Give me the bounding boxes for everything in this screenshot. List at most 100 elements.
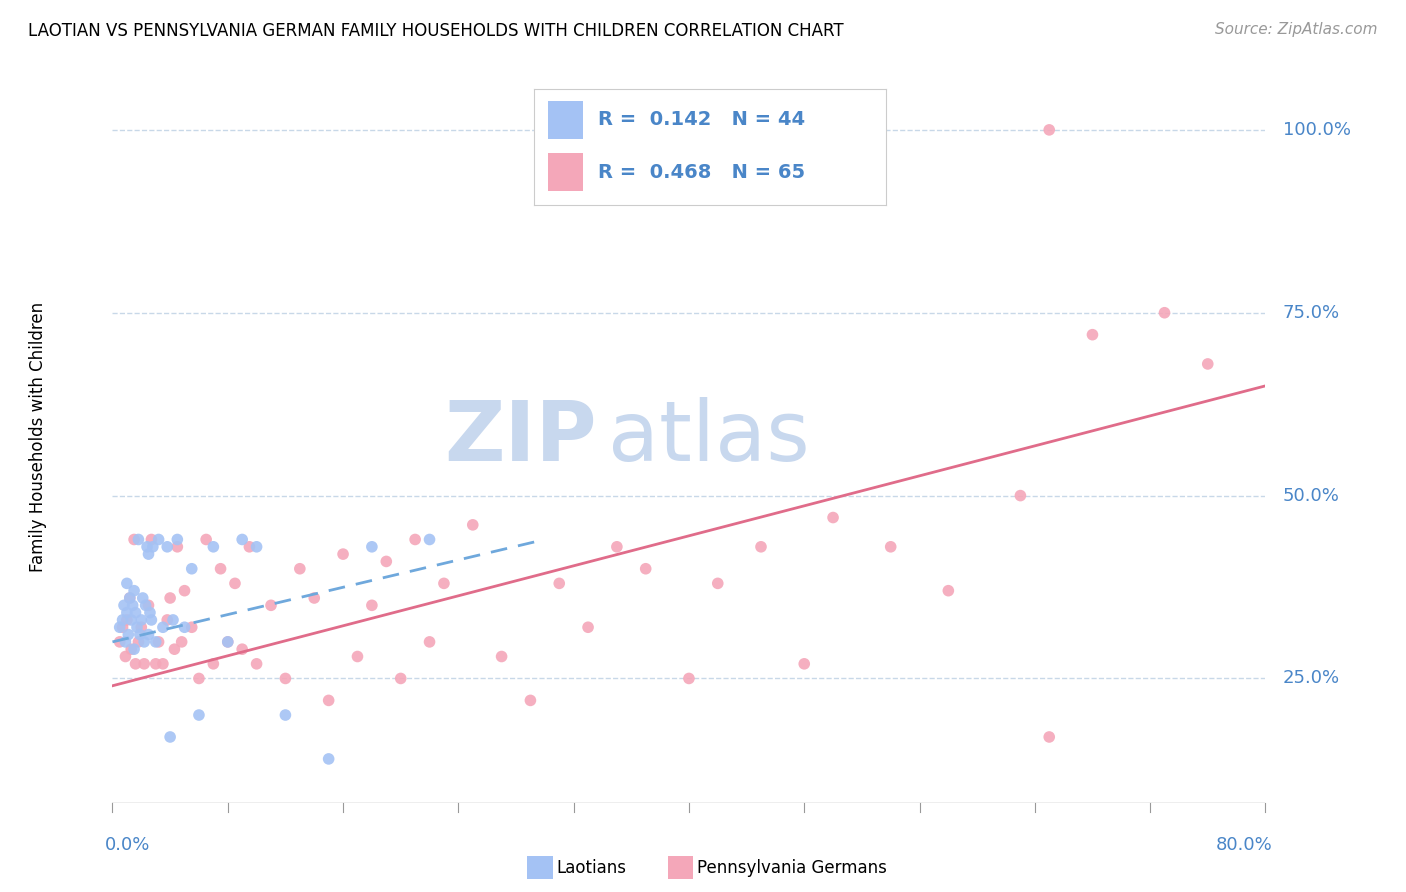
- Point: [217, 635, 239, 649]
- Point: [224, 576, 246, 591]
- Point: [124, 657, 146, 671]
- Point: [346, 649, 368, 664]
- Point: [124, 606, 146, 620]
- Point: [166, 533, 188, 547]
- Point: [678, 672, 700, 686]
- Point: [120, 642, 142, 657]
- Text: atlas: atlas: [609, 397, 810, 477]
- Point: [138, 599, 160, 613]
- Point: [202, 657, 225, 671]
- Point: [134, 635, 156, 649]
- Point: [209, 562, 232, 576]
- Point: [121, 599, 143, 613]
- Point: [195, 533, 218, 547]
- Point: [117, 627, 139, 641]
- Point: [156, 613, 179, 627]
- Point: [793, 657, 815, 671]
- Point: [108, 635, 131, 649]
- Text: 25.0%: 25.0%: [1282, 670, 1340, 688]
- Point: [115, 613, 138, 627]
- Point: [120, 613, 142, 627]
- Text: ZIP: ZIP: [444, 397, 596, 477]
- Point: [148, 533, 170, 547]
- Point: [173, 620, 195, 634]
- Point: [156, 540, 179, 554]
- Point: [112, 599, 135, 613]
- Bar: [548, 101, 583, 139]
- Point: [118, 591, 141, 605]
- Point: [129, 613, 153, 627]
- Point: [118, 591, 141, 605]
- Point: [274, 708, 297, 723]
- Point: [138, 627, 160, 641]
- Text: Source: ZipAtlas.com: Source: ZipAtlas.com: [1215, 22, 1378, 37]
- Point: [245, 657, 267, 671]
- Point: [318, 693, 340, 707]
- Text: 80.0%: 80.0%: [1216, 836, 1272, 854]
- Text: 0.0%: 0.0%: [105, 836, 150, 854]
- Point: [188, 672, 211, 686]
- Point: [136, 540, 159, 554]
- Text: Family Households with Children: Family Households with Children: [28, 302, 46, 572]
- Point: [180, 562, 202, 576]
- Point: [1010, 489, 1032, 503]
- Point: [749, 540, 772, 554]
- Point: [419, 635, 441, 649]
- Point: [217, 635, 239, 649]
- Point: [880, 540, 903, 554]
- Point: [419, 533, 441, 547]
- Point: [139, 606, 162, 620]
- Point: [125, 620, 148, 634]
- Point: [128, 627, 150, 641]
- Point: [231, 533, 253, 547]
- Point: [188, 708, 211, 723]
- Point: [202, 540, 225, 554]
- Text: Laotians: Laotians: [557, 859, 627, 877]
- Point: [332, 547, 354, 561]
- Point: [141, 613, 163, 627]
- Text: 100.0%: 100.0%: [1282, 121, 1351, 139]
- Point: [163, 642, 186, 657]
- Point: [148, 635, 170, 649]
- Point: [170, 635, 193, 649]
- Point: [576, 620, 599, 634]
- Point: [159, 591, 181, 605]
- Point: [389, 672, 412, 686]
- Point: [115, 576, 138, 591]
- Text: 50.0%: 50.0%: [1282, 487, 1340, 505]
- Point: [404, 533, 426, 547]
- Point: [129, 620, 153, 634]
- Text: R =  0.468   N = 65: R = 0.468 N = 65: [598, 162, 804, 182]
- Point: [245, 540, 267, 554]
- Point: [135, 599, 157, 613]
- Point: [318, 752, 340, 766]
- Point: [132, 591, 155, 605]
- Point: [936, 583, 959, 598]
- Point: [127, 635, 149, 649]
- Point: [238, 540, 260, 554]
- Point: [127, 533, 149, 547]
- Point: [111, 620, 134, 634]
- Point: [115, 606, 138, 620]
- Point: [145, 635, 167, 649]
- Point: [122, 583, 145, 598]
- Point: [145, 657, 167, 671]
- Point: [274, 672, 297, 686]
- Point: [173, 583, 195, 598]
- Point: [231, 642, 253, 657]
- Point: [491, 649, 513, 664]
- Point: [141, 533, 163, 547]
- Text: 75.0%: 75.0%: [1282, 304, 1340, 322]
- Point: [122, 533, 145, 547]
- Point: [114, 635, 136, 649]
- Text: Pennsylvania Germans: Pennsylvania Germans: [697, 859, 887, 877]
- Point: [1038, 730, 1060, 744]
- Point: [111, 613, 134, 627]
- Point: [461, 517, 484, 532]
- Point: [138, 547, 160, 561]
- Point: [162, 613, 184, 627]
- Point: [260, 599, 283, 613]
- Point: [180, 620, 202, 634]
- Text: R =  0.142   N = 44: R = 0.142 N = 44: [598, 111, 804, 129]
- Point: [606, 540, 628, 554]
